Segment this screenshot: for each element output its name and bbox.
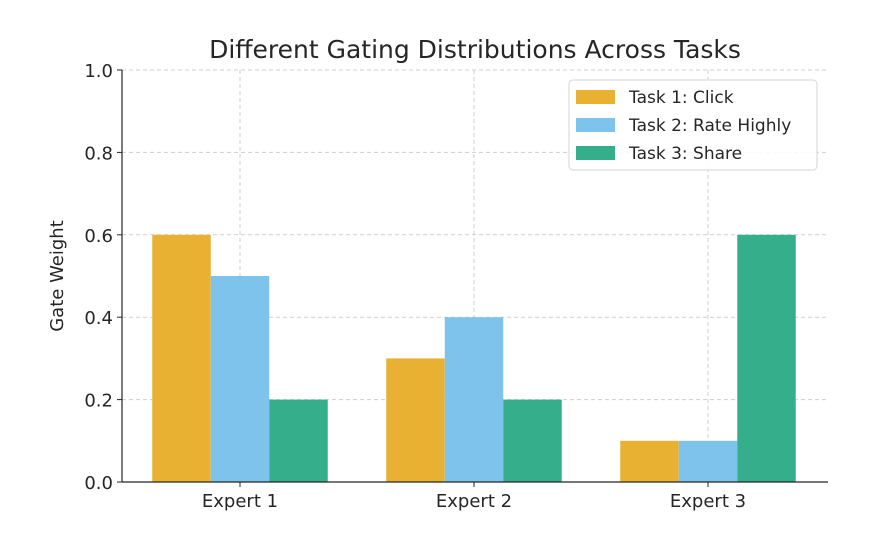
axes: 0.0 0.2 0.4 0.6 0.8 1.0 Expert 1 Expert 2 Expert… (84, 61, 828, 512)
y-tick-label: 0.4 (84, 308, 113, 329)
legend-box (568, 79, 818, 171)
y-tick-label: 1.0 (84, 61, 113, 82)
bar (444, 317, 504, 482)
x-tick-label: Expert 2 (436, 491, 512, 512)
bars (152, 234, 796, 482)
y-tick-label: 0.2 (84, 391, 113, 412)
y-tick-label: 0.0 (84, 473, 113, 494)
bar (386, 358, 445, 482)
legend-label: Task 2: Rate Highly (628, 116, 791, 136)
chart-title: Different Gating Distributions Across Ta… (209, 35, 741, 64)
bar (152, 234, 211, 482)
bar (678, 440, 738, 482)
legend-label: Task 3: Share (628, 144, 742, 164)
y-tick-label: 0.6 (84, 226, 113, 247)
x-tick-label: Expert 3 (670, 491, 746, 512)
legend-swatch (576, 90, 615, 104)
legend-swatch (576, 118, 615, 132)
bar (503, 399, 562, 482)
bar (620, 440, 679, 482)
legend-label: Task 1: Click (628, 88, 734, 108)
legend-swatch (576, 146, 615, 160)
legend: Task 1: Click Task 2: Rate Highly Task 3: … (568, 79, 818, 171)
bar (737, 234, 796, 482)
bar (210, 276, 270, 482)
y-tick-label: 0.8 (84, 143, 113, 164)
x-tick-label: Expert 1 (202, 491, 278, 512)
y-axis-label: Gate Weight (47, 220, 68, 332)
bar (269, 399, 328, 482)
